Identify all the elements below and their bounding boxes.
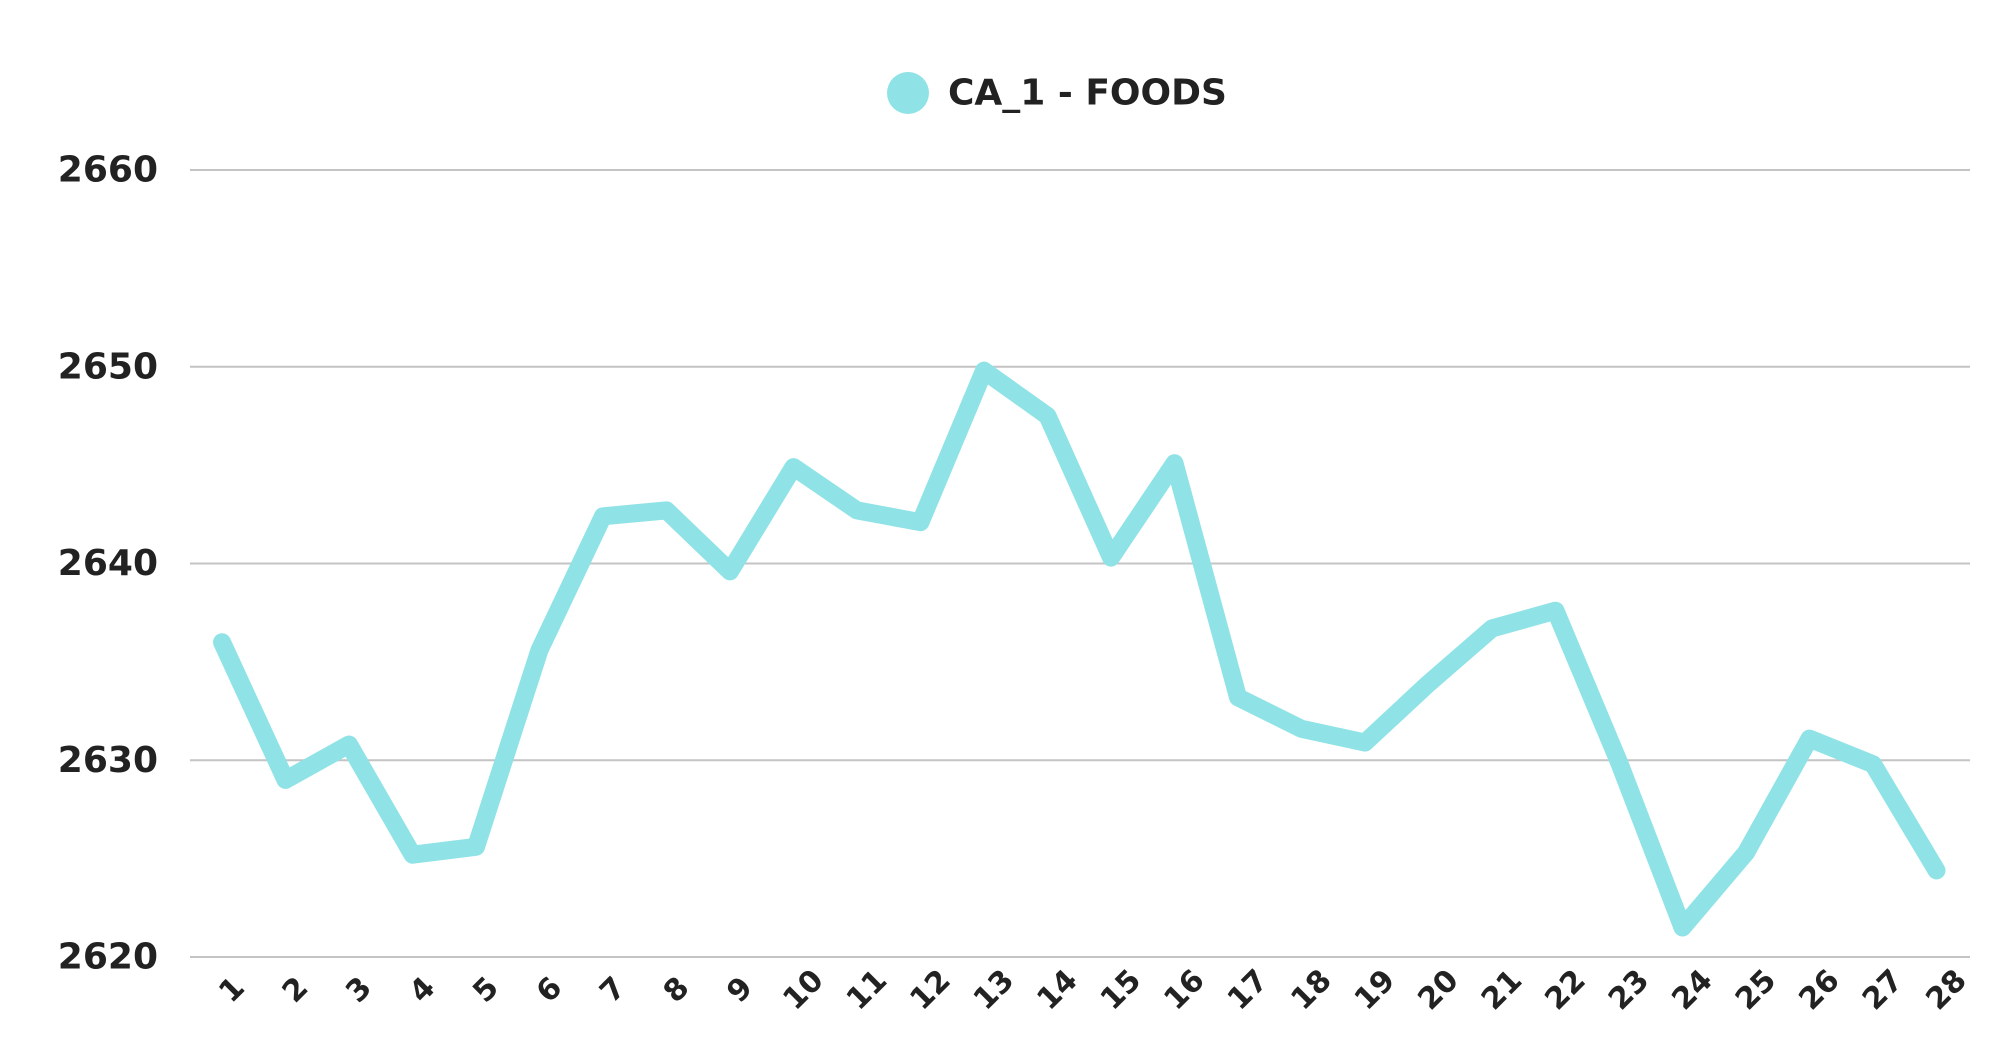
y-tick-label: 2620 [58,937,158,978]
y-tick-label: 2660 [58,150,158,191]
x-tick-label: 1 [212,970,252,1010]
x-tick-label: 13 [967,963,1021,1017]
legend-marker [887,72,929,114]
series-lines [213,361,1946,937]
y-axis-ticks: 2620 2630 2640 2650 2660 [58,150,158,978]
x-tick-label: 3 [339,970,379,1010]
x-tick-label: 25 [1729,963,1783,1017]
x-tick-label: 8 [657,970,697,1010]
x-tick-label: 15 [1094,963,1148,1017]
gridlines [190,169,1970,958]
legend-label: CA_1 - FOODS [948,73,1227,114]
x-tick-label: 26 [1792,963,1846,1017]
x-tick-label: 2 [276,970,316,1010]
x-tick-label: 12 [903,963,957,1017]
y-tick-label: 2650 [58,346,158,387]
x-tick-label: 5 [466,970,506,1010]
x-tick-label: 7 [593,970,633,1010]
x-tick-label: 9 [720,970,760,1010]
x-tick-label: 21 [1475,963,1529,1017]
x-tick-label: 24 [1665,963,1719,1017]
legend: CA_1 - FOODS [887,72,1227,114]
y-tick-label: 2640 [58,543,158,584]
x-tick-label: 20 [1411,963,1465,1017]
x-tick-label: 16 [1157,963,1211,1017]
x-tick-label: 11 [840,963,894,1017]
y-tick-label: 2630 [58,740,158,781]
x-tick-label: 14 [1030,963,1084,1017]
x-tick-label: 27 [1856,963,1910,1017]
series-line [213,361,1946,937]
x-tick-label: 22 [1538,963,1592,1017]
x-tick-label: 18 [1284,963,1338,1017]
x-tick-label: 17 [1221,963,1275,1017]
x-tick-label: 28 [1919,963,1973,1017]
x-tick-label: 4 [403,970,443,1010]
x-tick-label: 10 [776,963,830,1017]
x-tick-label: 19 [1348,963,1402,1017]
x-axis-ticks: 1 2 3 4 5 6 7 8 9 10 11 12 13 14 15 16 17 18 19 20 21 22 23 24 2… [212,963,1973,1017]
x-tick-label: 23 [1602,963,1656,1017]
x-tick-label: 6 [530,970,570,1010]
